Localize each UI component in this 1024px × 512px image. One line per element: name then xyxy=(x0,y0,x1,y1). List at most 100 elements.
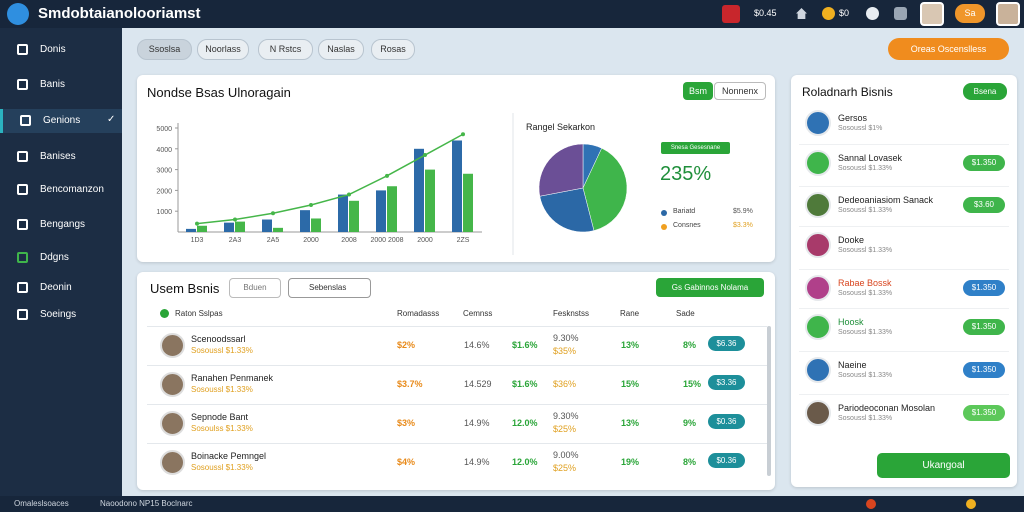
trend-point xyxy=(233,217,237,222)
alert-icon[interactable] xyxy=(722,5,740,23)
row-cell: $4% xyxy=(397,457,416,467)
y-tick-label: 1000 xyxy=(156,209,172,216)
footer-button[interactable]: Ukangoal xyxy=(877,453,1010,478)
item-sub: Sosoussl $1.33% xyxy=(838,247,893,254)
y-tick-label: 5000 xyxy=(156,126,172,133)
item-name: Hoosk xyxy=(838,317,864,327)
item-badge[interactable]: $1.350 xyxy=(963,319,1005,335)
item-avatar xyxy=(805,400,831,426)
panel-button[interactable]: Bsena xyxy=(963,83,1007,100)
dropdown[interactable]: Sebenslas xyxy=(288,278,371,298)
status-left: Omaleslsoaces xyxy=(14,499,69,508)
nav-item[interactable]: Soeings xyxy=(0,303,122,327)
nav-icon xyxy=(17,79,28,90)
bar xyxy=(463,173,473,232)
table-card: Usem Bsnis Bduen Sebenslas Gs Gabinnos Nola… xyxy=(137,272,775,490)
tab[interactable]: Naslas xyxy=(318,39,364,60)
row-cell: $25% xyxy=(553,463,577,473)
nav-icon xyxy=(17,282,28,293)
row-badge[interactable]: $6.36 xyxy=(708,336,745,351)
bar xyxy=(425,169,435,232)
x-tick-label: 2000 xyxy=(417,237,433,244)
row-cell: 13% xyxy=(621,418,640,428)
row-badge[interactable]: $3.36 xyxy=(708,375,745,390)
column-header: Fesknstss xyxy=(553,309,590,318)
nav-icon xyxy=(17,184,28,195)
settings-icon[interactable] xyxy=(894,7,907,20)
bar xyxy=(186,228,196,232)
item-name: Dooke xyxy=(838,235,865,245)
nav-item[interactable]: Bencomanzon xyxy=(0,178,122,202)
item-name: Sannal Lovasek xyxy=(838,153,903,163)
y-tick-label: 2000 xyxy=(156,188,172,195)
item-sub: Sosoussl $1.33% xyxy=(838,372,893,379)
coin-icon[interactable] xyxy=(822,7,835,20)
user-avatar[interactable] xyxy=(996,2,1020,26)
trend-point xyxy=(271,211,275,216)
trend-point xyxy=(385,173,389,178)
column-header: Romadasss xyxy=(397,309,440,318)
nav-item[interactable]: Deonin xyxy=(0,276,122,300)
row-badge[interactable]: $0.36 xyxy=(708,414,745,429)
bar xyxy=(273,227,283,232)
side-panel: Roladnarh Bisnis Bsena Gersos Sosoussl $1% S… xyxy=(791,75,1017,487)
nav-item[interactable]: Ddgns xyxy=(0,246,122,270)
row-sub: Sosoussl $1.33% xyxy=(191,346,253,355)
card-title: Roladnarh Bisnis xyxy=(802,85,893,99)
row-sub: Sosoulss $1.33% xyxy=(191,424,253,433)
item-badge[interactable]: $1.350 xyxy=(963,405,1005,421)
nav-label: Banis xyxy=(40,79,66,90)
nav-item[interactable]: Donis xyxy=(0,38,122,62)
row-badge[interactable]: $0.36 xyxy=(708,453,745,468)
column-header: Cemnss xyxy=(463,309,493,318)
row-cell: 14.529 xyxy=(464,379,492,389)
pill[interactable]: Sa xyxy=(955,4,985,23)
tab[interactable]: Ssoslsa xyxy=(137,39,192,60)
logo xyxy=(7,3,29,25)
item-sub: Sosoussl $1.33% xyxy=(838,207,893,214)
chat-icon[interactable] xyxy=(866,7,879,20)
item-sub: Sosoussl $1.33% xyxy=(838,329,893,336)
top-bar: Smdobtaianolooriamst $0.45 $0 Sa xyxy=(0,0,1024,28)
avatar[interactable] xyxy=(920,2,944,26)
y-tick-label: 4000 xyxy=(156,147,172,154)
primary-button[interactable]: Bsm xyxy=(683,82,713,100)
item-divider xyxy=(799,351,1009,352)
nav-label: Deonin xyxy=(40,282,72,293)
row-name: Sepnode Bant xyxy=(191,412,249,422)
item-avatar xyxy=(805,357,831,383)
status-icon xyxy=(866,499,876,509)
item-badge[interactable]: $1.350 xyxy=(963,362,1005,378)
row-cell: $1.6% xyxy=(512,340,538,350)
row-sub: Sosoussl $1.33% xyxy=(191,463,253,472)
bar xyxy=(224,222,234,232)
item-badge[interactable]: $1.350 xyxy=(963,155,1005,171)
tab[interactable]: Rosas xyxy=(371,39,415,60)
bar xyxy=(387,186,397,232)
nav-label: Bencomanzon xyxy=(40,184,104,195)
secondary-button[interactable]: Nonnenx xyxy=(714,82,766,100)
nav-item[interactable]: Genions ✓ xyxy=(0,109,122,133)
item-divider xyxy=(799,144,1009,145)
column-header: Rane xyxy=(620,309,640,318)
item-badge[interactable]: $3.60 xyxy=(963,197,1005,213)
x-tick-label: 2000 xyxy=(303,237,319,244)
row-cell: 8% xyxy=(683,340,697,350)
nav-item[interactable]: Banis xyxy=(0,73,122,97)
status-bar: Omaleslsoaces Naoodono NP15 Boclnarc xyxy=(0,496,1024,512)
item-badge[interactable]: $1.350 xyxy=(963,280,1005,296)
tab[interactable]: Noorlass xyxy=(197,39,249,60)
trend-line xyxy=(196,133,464,225)
home-icon[interactable] xyxy=(796,8,807,19)
row-cell: 14.9% xyxy=(464,457,490,467)
pie-badge: Snesa Gesesnane xyxy=(661,142,730,154)
nav-item[interactable]: Banises xyxy=(0,145,122,169)
filter-input[interactable]: Bduen xyxy=(229,278,281,298)
action-button[interactable]: Oreas Oscenslless xyxy=(888,38,1009,60)
tab[interactable]: N Rstcs xyxy=(258,39,313,60)
item-sub: Sosoussl $1% xyxy=(838,125,883,132)
row-cell: 9% xyxy=(683,418,697,428)
nav-item[interactable]: Bengangs xyxy=(0,213,122,237)
legend-name: Consnes xyxy=(673,222,701,229)
table-button[interactable]: Gs Gabinnos Nolama xyxy=(656,278,764,297)
